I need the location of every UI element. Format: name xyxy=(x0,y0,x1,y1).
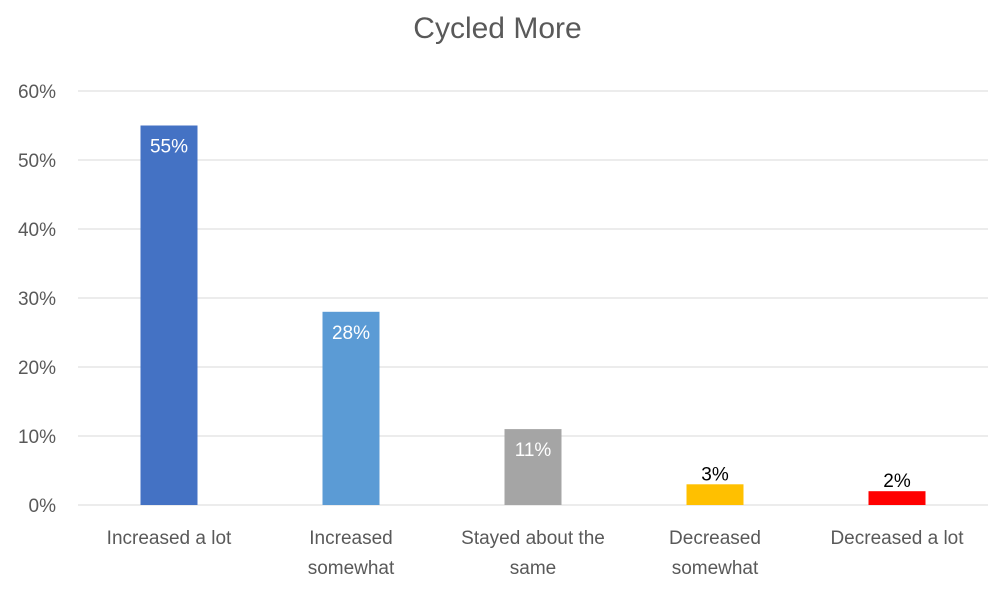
data-label: 28% xyxy=(332,323,370,344)
bar xyxy=(686,484,744,505)
bar xyxy=(140,125,198,505)
y-tick-label: 30% xyxy=(18,289,56,310)
data-labels: 55% 28% 11% 3% 2% xyxy=(150,137,911,493)
x-tick-label: Increased somewhat xyxy=(308,528,395,579)
x-tick-label: Decreased a lot xyxy=(830,528,964,549)
y-tick-label: 60% xyxy=(18,82,56,103)
y-tick-label: 50% xyxy=(18,151,56,172)
x-tick-label: Decreased somewhat xyxy=(669,528,761,579)
chart-title: Cycled More xyxy=(413,12,582,45)
data-label: 3% xyxy=(701,464,729,485)
y-tick-label: 20% xyxy=(18,358,56,379)
x-tick-label: Stayed about the same xyxy=(461,528,605,579)
data-label: 55% xyxy=(150,137,188,158)
bar xyxy=(504,429,562,505)
bar xyxy=(322,311,380,505)
bars xyxy=(140,125,926,505)
y-axis-ticks: 0% 10% 20% 30% 40% 50% 60% xyxy=(18,82,56,517)
x-axis-ticks: Increased a lot Increased somewhat Stayed a… xyxy=(107,528,965,579)
y-tick-label: 0% xyxy=(29,496,57,517)
bar xyxy=(868,491,926,505)
data-label: 11% xyxy=(515,440,552,461)
x-tick-label: Increased a lot xyxy=(107,528,232,549)
y-tick-label: 40% xyxy=(18,220,56,241)
data-label: 2% xyxy=(883,471,911,492)
y-tick-label: 10% xyxy=(18,427,56,448)
